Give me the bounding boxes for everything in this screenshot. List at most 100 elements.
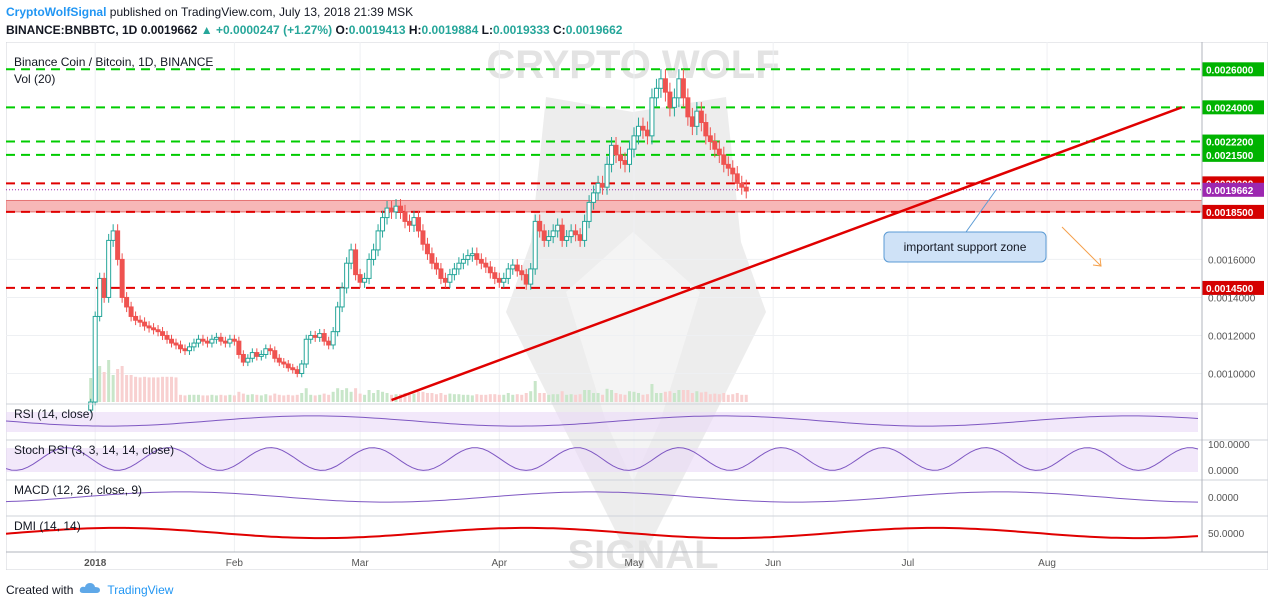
candle-body bbox=[707, 135, 713, 143]
candle-body bbox=[487, 266, 493, 274]
candle-body bbox=[371, 249, 377, 260]
volume-bar bbox=[569, 394, 573, 402]
candle-body bbox=[321, 333, 327, 342]
level-price-label: 0.0021500 bbox=[1206, 151, 1254, 162]
volume-bar bbox=[205, 395, 209, 402]
volume-bar bbox=[358, 393, 362, 402]
candle-body bbox=[101, 277, 107, 298]
candle-body bbox=[195, 338, 201, 344]
level-price-label: 0.0024000 bbox=[1206, 103, 1254, 114]
volume-bar bbox=[475, 394, 479, 402]
time-axis: 2018 Feb Mar Apr May Jun Jul Aug bbox=[6, 551, 1268, 569]
candle-body bbox=[119, 258, 125, 298]
candle-body bbox=[618, 154, 624, 162]
candle-body bbox=[595, 182, 601, 194]
volume-bars bbox=[89, 351, 748, 402]
candle-body bbox=[627, 148, 632, 165]
volume-bar bbox=[219, 394, 223, 402]
candle-body bbox=[568, 230, 574, 238]
panel-label: DMI (14, 14) bbox=[14, 519, 81, 533]
candle-body bbox=[451, 268, 457, 276]
candle-body bbox=[339, 287, 345, 308]
level-price-label: 0.0026000 bbox=[1206, 65, 1254, 76]
time-tick-label: May bbox=[625, 558, 644, 569]
volume-bar bbox=[434, 394, 438, 402]
published-text: published on TradingView.com, July 13, 2… bbox=[109, 5, 414, 19]
candle-body bbox=[326, 340, 332, 346]
volume-bar bbox=[277, 394, 281, 402]
time-tick-label: Jul bbox=[901, 558, 914, 569]
candle-body bbox=[362, 277, 368, 283]
candle-body bbox=[739, 182, 745, 188]
candle-body bbox=[294, 369, 300, 374]
candle-body bbox=[653, 87, 659, 99]
candle-body bbox=[231, 338, 237, 342]
volume-bar bbox=[143, 376, 147, 402]
candle-body bbox=[389, 207, 395, 213]
support-zone-rect bbox=[5, 199, 1203, 213]
time-tick-label: Apr bbox=[492, 558, 508, 569]
volume-bar bbox=[605, 388, 609, 402]
candle-body bbox=[200, 338, 206, 342]
candle-body bbox=[456, 262, 462, 270]
candle-body bbox=[424, 243, 430, 255]
annotation-callout[interactable]: important support zone bbox=[883, 189, 1047, 263]
candle-body bbox=[716, 148, 722, 156]
created-with-text: Created with bbox=[6, 582, 74, 597]
volume-bar bbox=[430, 393, 434, 402]
level-price-tag bbox=[1202, 147, 1264, 162]
volume-bar bbox=[295, 394, 299, 402]
volume-bar bbox=[735, 393, 739, 402]
volume-bar bbox=[717, 394, 721, 402]
candle-body bbox=[384, 207, 390, 219]
symbol-ohlc-line: BINANCE:BNBBTC, 1D 0.0019662 ▲ +0.000024… bbox=[6, 23, 622, 37]
volume-bar bbox=[470, 395, 474, 402]
volume-bar bbox=[228, 394, 232, 402]
candle-body bbox=[631, 135, 637, 150]
tradingview-link[interactable]: TradingView bbox=[107, 582, 174, 597]
volume-bar bbox=[529, 391, 533, 402]
volume-bar bbox=[551, 394, 555, 402]
volume-bar bbox=[497, 394, 501, 402]
candle-body bbox=[730, 167, 736, 175]
volume-bar bbox=[390, 394, 394, 402]
volume-bar bbox=[448, 393, 452, 402]
candle-body bbox=[164, 334, 170, 340]
candle-body bbox=[725, 163, 731, 169]
price-chart[interactable]: CRYPTO WOLF SIGNAL 0.00260000.00240000.0… bbox=[5, 41, 1269, 577]
time-tick-label: Aug bbox=[1038, 558, 1056, 569]
candle-body bbox=[393, 205, 399, 213]
candle-body bbox=[254, 352, 260, 357]
author-link[interactable]: CryptoWolfSignal bbox=[6, 5, 107, 19]
volume-bar bbox=[632, 391, 636, 402]
candle-body bbox=[222, 340, 228, 344]
volume-bar bbox=[704, 391, 708, 402]
candle-body bbox=[546, 236, 552, 241]
volume-bar bbox=[246, 394, 250, 402]
volume-bar bbox=[268, 395, 272, 402]
candle-body bbox=[402, 211, 408, 222]
candle-body bbox=[429, 253, 435, 264]
high-label: H: bbox=[408, 23, 422, 37]
candle-body bbox=[698, 110, 704, 124]
volume-bar bbox=[313, 395, 317, 402]
candle-body bbox=[420, 230, 426, 245]
candle-body bbox=[209, 338, 215, 344]
candle-body bbox=[532, 220, 538, 270]
candle-body bbox=[335, 306, 341, 333]
chart-area[interactable]: CRYPTO WOLF SIGNAL 0.0026000 0.0024000 0.0… bbox=[5, 41, 1269, 577]
volume-bar bbox=[668, 391, 672, 402]
volume-bar bbox=[241, 393, 245, 402]
candle-body bbox=[433, 262, 439, 270]
candle-body bbox=[555, 224, 561, 232]
price-levels: 0.0026000 0.0024000 0.0022200 0.0021500 0.00… bbox=[6, 62, 1264, 295]
volume-bar bbox=[619, 394, 623, 402]
volume-bar bbox=[524, 393, 528, 402]
volume-bar bbox=[170, 376, 174, 402]
candle-body bbox=[173, 342, 179, 346]
volume-bar bbox=[672, 393, 676, 402]
candle-body bbox=[92, 315, 98, 403]
level-price-label: 0.0018500 bbox=[1206, 208, 1254, 219]
volume-bar bbox=[726, 394, 730, 402]
candle-body bbox=[438, 268, 444, 279]
